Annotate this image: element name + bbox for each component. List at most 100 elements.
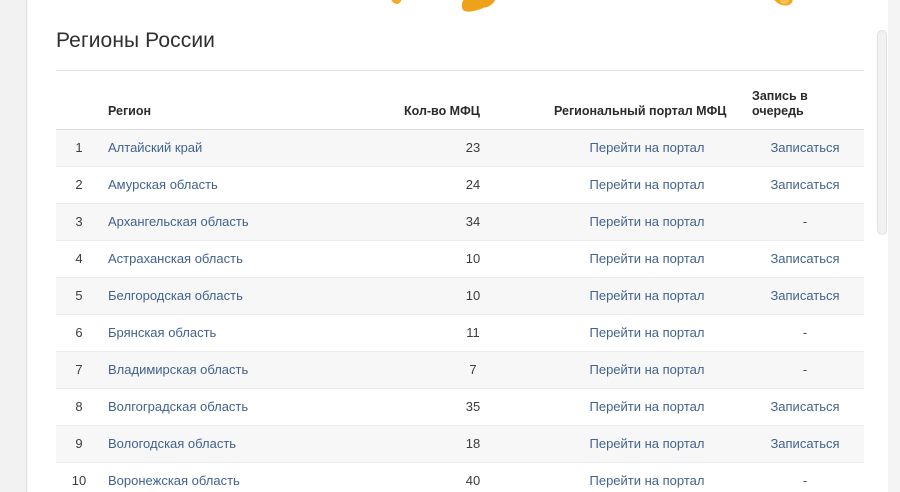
row-number: 10 xyxy=(56,462,102,492)
region-link[interactable]: Воронежская область xyxy=(108,473,240,488)
table-body: 1 Алтайский край 23 Перейти на портал Записа… xyxy=(56,129,864,492)
row-number: 8 xyxy=(56,388,102,426)
region-name-cell: Воронежская область xyxy=(102,462,398,492)
queue-cell: - xyxy=(746,203,864,241)
region-name-cell: Алтайский край xyxy=(102,129,398,167)
queue-link[interactable]: Записаться xyxy=(770,436,840,451)
queue-unavailable: - xyxy=(802,473,808,488)
title-divider xyxy=(56,70,864,71)
mfc-count: 7 xyxy=(398,351,548,389)
table-row: 1 Алтайский край 23 Перейти на портал Записа… xyxy=(56,129,864,167)
region-name-cell: Брянская область xyxy=(102,314,398,352)
mfc-count: 11 xyxy=(398,314,548,352)
queue-link[interactable]: Записаться xyxy=(770,288,840,303)
portal-link[interactable]: Перейти на портал xyxy=(589,362,705,377)
table-row: 6 Брянская область 11 Перейти на портал - xyxy=(56,314,864,352)
map-fragment-icon xyxy=(478,0,498,11)
row-number: 7 xyxy=(56,351,102,389)
vertical-scrollbar-track[interactable] xyxy=(876,0,888,492)
mfc-count: 40 xyxy=(398,462,548,492)
region-link[interactable]: Брянская область xyxy=(108,325,217,340)
mfc-count: 10 xyxy=(398,277,548,315)
region-name-cell: Астраханская область xyxy=(102,240,398,278)
table-row: 4 Астраханская область 10 Перейти на портал… xyxy=(56,240,864,278)
portal-link[interactable]: Перейти на портал xyxy=(589,177,705,192)
table-header-row: Регион Кол-во МФЦ Региональный портал МФ… xyxy=(56,71,864,130)
portal-link[interactable]: Перейти на портал xyxy=(589,214,705,229)
region-name-cell: Владимирская область xyxy=(102,351,398,389)
mfc-count: 24 xyxy=(398,166,548,204)
russia-map-decoration xyxy=(28,0,888,18)
queue-link[interactable]: Записаться xyxy=(770,399,840,414)
column-header-count: Кол-во МФЦ xyxy=(398,71,548,130)
region-name-cell: Архангельская область xyxy=(102,203,398,241)
portal-cell: Перейти на портал xyxy=(548,388,746,426)
portal-link[interactable]: Перейти на портал xyxy=(589,288,705,303)
portal-link[interactable]: Перейти на портал xyxy=(589,473,705,488)
region-link[interactable]: Астраханская область xyxy=(108,251,243,266)
column-header-portal: Региональный портал МФЦ xyxy=(548,71,746,130)
vertical-scrollbar-thumb[interactable] xyxy=(877,30,887,235)
queue-cell: - xyxy=(746,351,864,389)
portal-cell: Перейти на портал xyxy=(548,240,746,278)
queue-link[interactable]: Записаться xyxy=(770,177,840,192)
queue-unavailable: - xyxy=(802,214,808,229)
row-number: 5 xyxy=(56,277,102,315)
region-link[interactable]: Волгоградская область xyxy=(108,399,249,414)
queue-link[interactable]: Записаться xyxy=(770,251,840,266)
queue-cell: - xyxy=(746,462,864,492)
portal-cell: Перейти на портал xyxy=(548,462,746,492)
column-header-queue-line2: очередь xyxy=(752,104,804,118)
map-fragment-icon xyxy=(780,0,789,4)
row-number: 1 xyxy=(56,129,102,167)
region-link[interactable]: Белгородская область xyxy=(108,288,243,303)
region-link[interactable]: Вологодская область xyxy=(108,436,237,451)
portal-cell: Перейти на портал xyxy=(548,166,746,204)
portal-link[interactable]: Перейти на портал xyxy=(589,325,705,340)
region-link[interactable]: Архангельская область xyxy=(108,214,249,229)
portal-link[interactable]: Перейти на портал xyxy=(589,140,705,155)
portal-cell: Перейти на портал xyxy=(548,314,746,352)
page-title: Регионы России xyxy=(56,29,215,52)
region-link[interactable]: Владимирская область xyxy=(108,362,249,377)
portal-cell: Перейти на портал xyxy=(548,129,746,167)
row-number: 9 xyxy=(56,425,102,463)
portal-cell: Перейти на портал xyxy=(548,351,746,389)
column-header-queue: Запись в очередь xyxy=(746,71,864,130)
row-number: 3 xyxy=(56,203,102,241)
portal-cell: Перейти на портал xyxy=(548,203,746,241)
row-number: 4 xyxy=(56,240,102,278)
queue-cell: Записаться xyxy=(746,388,864,426)
table-row: 3 Архангельская область 34 Перейти на порта… xyxy=(56,203,864,241)
map-fragment-icon xyxy=(771,0,795,9)
portal-link[interactable]: Перейти на портал xyxy=(589,399,705,414)
table-row: 5 Белгородская область 10 Перейти на портал… xyxy=(56,277,864,315)
table-row: 2 Амурская область 24 Перейти на портал Запи… xyxy=(56,166,864,204)
queue-cell: Записаться xyxy=(746,240,864,278)
portal-cell: Перейти на портал xyxy=(548,277,746,315)
row-number: 6 xyxy=(56,314,102,352)
map-fragment-icon xyxy=(457,0,497,17)
table-row: 9 Вологодская область 18 Перейти на портал З… xyxy=(56,425,864,463)
region-name-cell: Волгоградская область xyxy=(102,388,398,426)
page-sheet: Регионы России Регион Кол-во МФЦ Региона… xyxy=(28,0,888,492)
column-header-number xyxy=(56,71,102,130)
table-row: 8 Волгоградская область 35 Перейти на порта… xyxy=(56,388,864,426)
queue-cell: Записаться xyxy=(746,277,864,315)
column-header-queue-line1: Запись в xyxy=(752,89,808,103)
region-name-cell: Белгородская область xyxy=(102,277,398,315)
queue-link[interactable]: Записаться xyxy=(770,140,840,155)
region-link[interactable]: Алтайский край xyxy=(108,140,203,155)
mfc-count: 23 xyxy=(398,129,548,167)
mfc-count: 18 xyxy=(398,425,548,463)
queue-cell: Записаться xyxy=(746,166,864,204)
row-number: 2 xyxy=(56,166,102,204)
page-content: Регионы России Регион Кол-во МФЦ Региона… xyxy=(56,28,864,492)
portal-link[interactable]: Перейти на портал xyxy=(589,251,705,266)
portal-cell: Перейти на портал xyxy=(548,425,746,463)
column-header-region: Регион xyxy=(102,71,398,130)
region-link[interactable]: Амурская область xyxy=(108,177,218,192)
portal-link[interactable]: Перейти на портал xyxy=(589,436,705,451)
queue-cell: - xyxy=(746,314,864,352)
